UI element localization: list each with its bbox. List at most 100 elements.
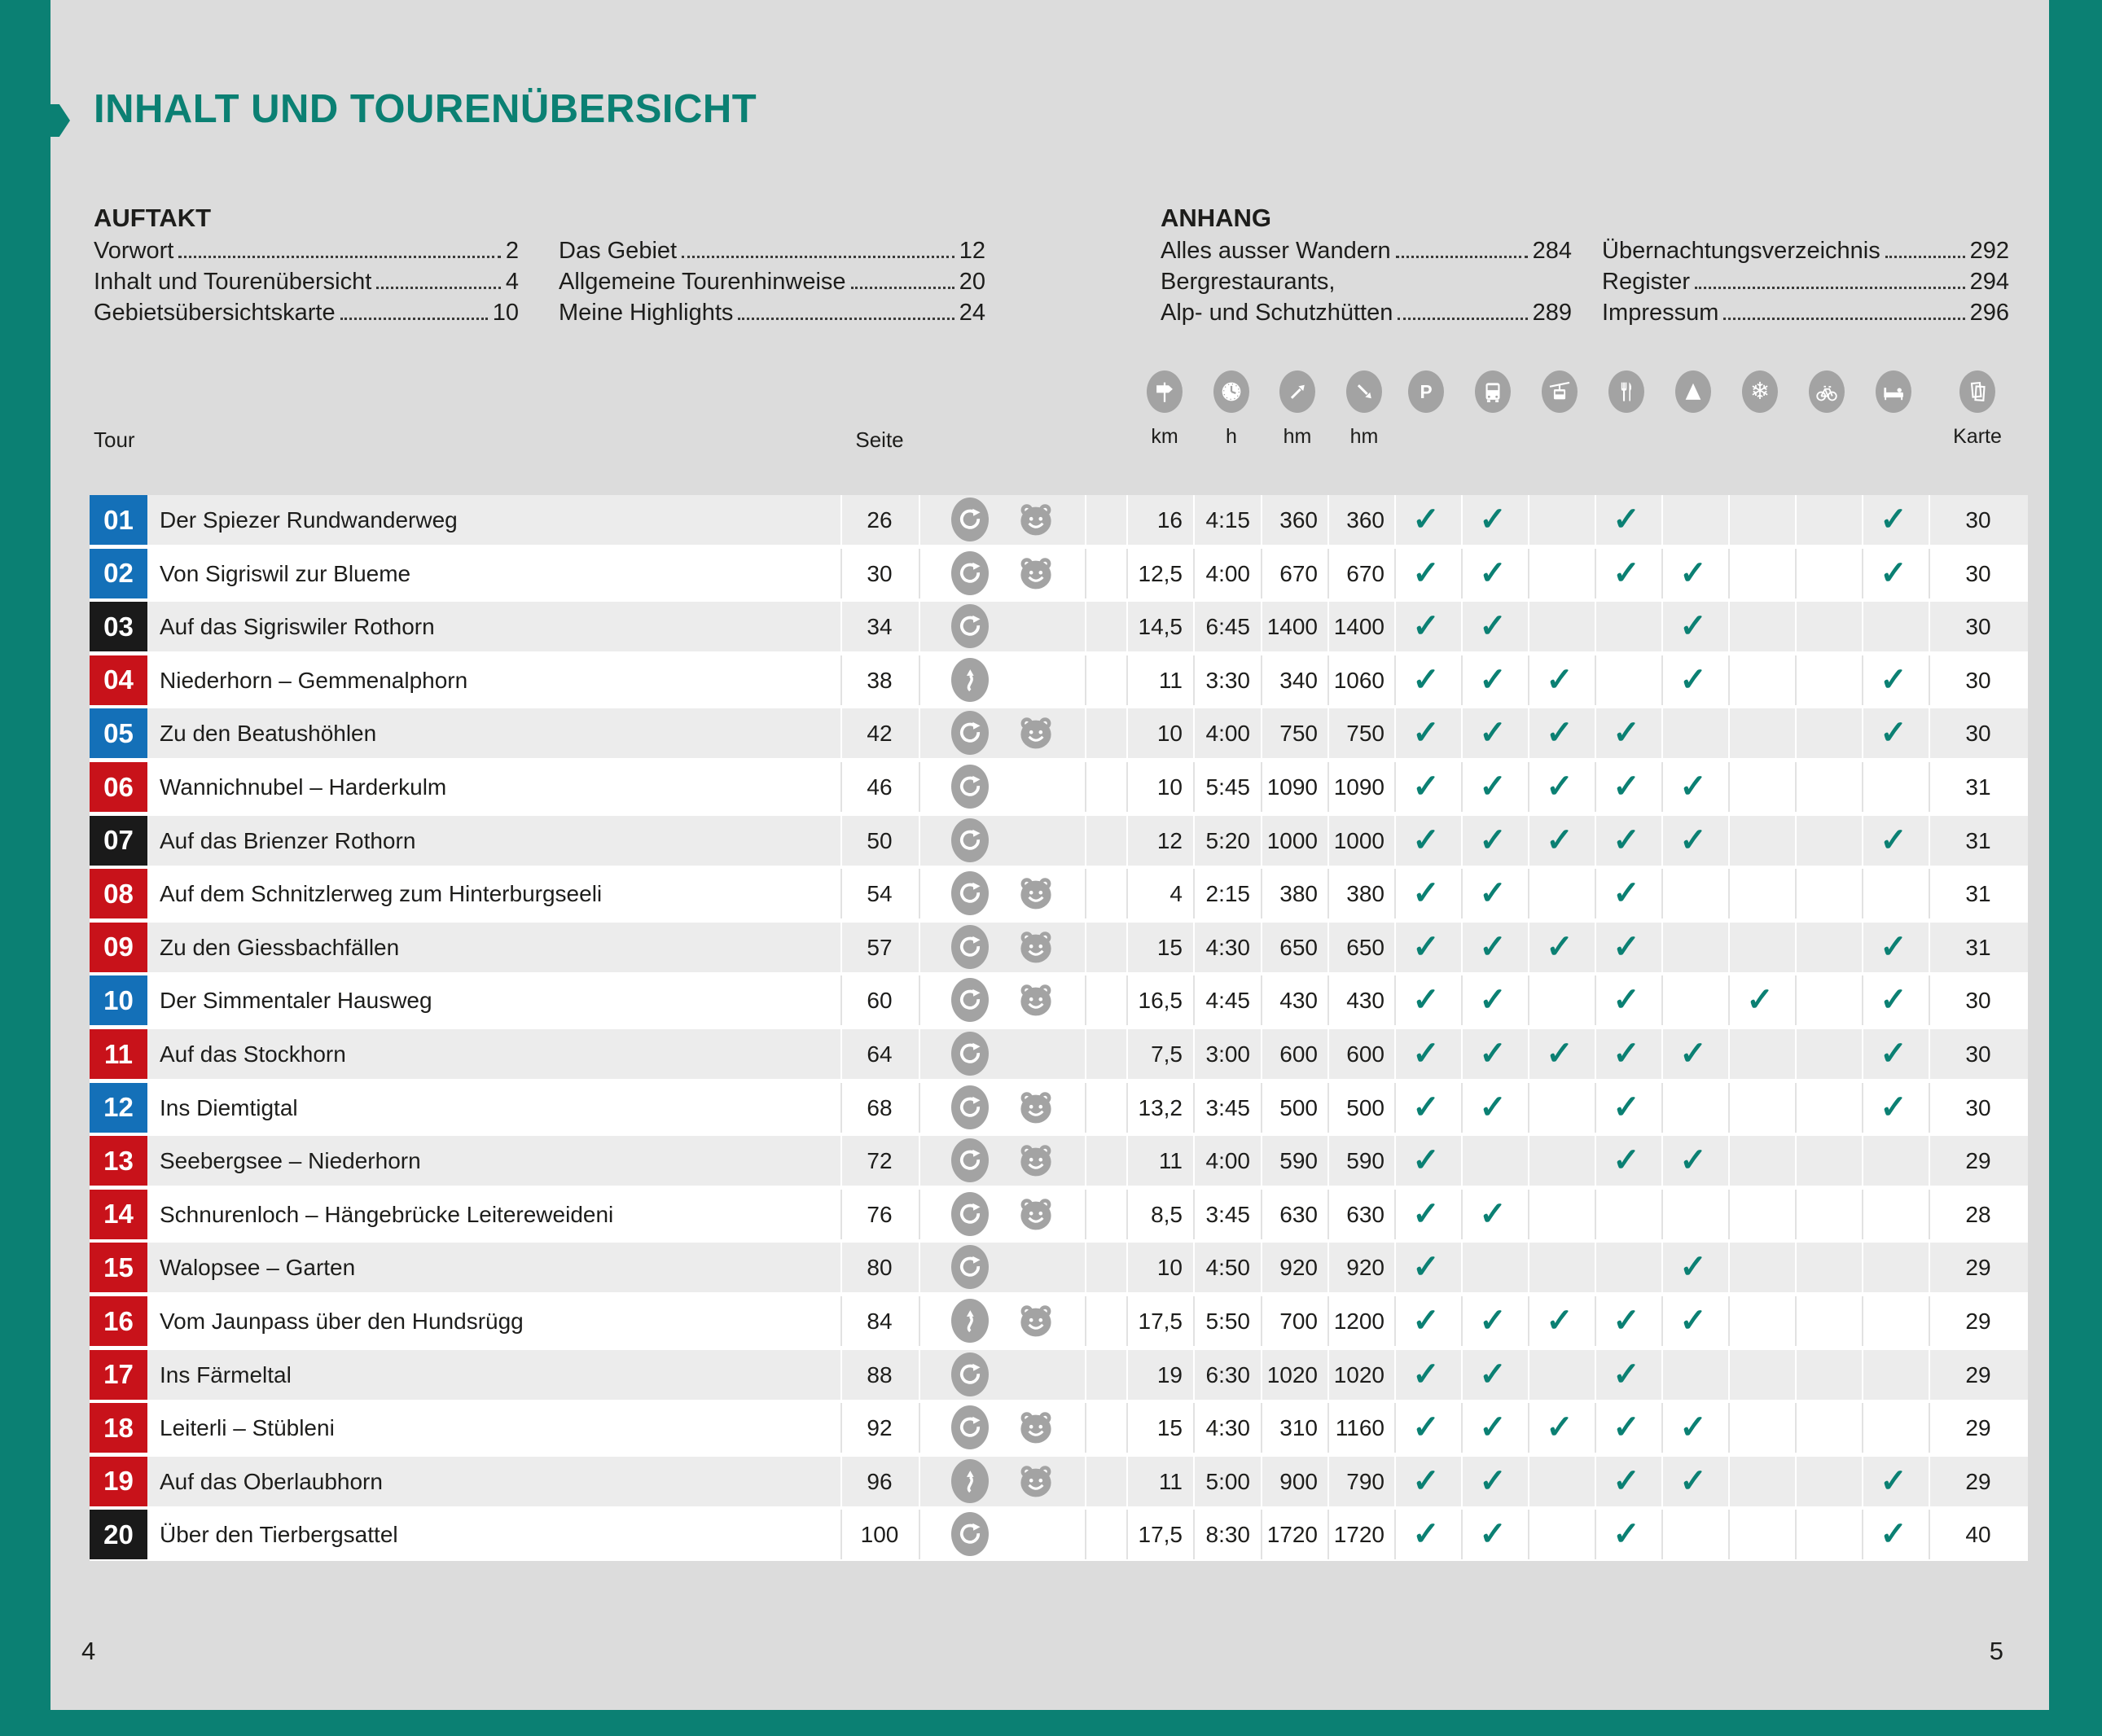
column-separator (1528, 495, 1529, 545)
check-cablecar: ✓ (1546, 1409, 1573, 1446)
route-type-slot (951, 1299, 989, 1343)
tour-number-badge: 13 (90, 1136, 147, 1186)
bike-icon (1809, 370, 1845, 413)
bottom-border-bar (0, 1710, 2102, 1736)
toc-entry: Impressum 296 (1602, 300, 2009, 331)
duration-value: 4:15 (1205, 507, 1251, 533)
tour-name: Ins Färmeltal (160, 1361, 292, 1387)
column-separator (1327, 1296, 1329, 1346)
column-separator (1085, 495, 1086, 545)
column-separator (919, 1136, 920, 1186)
check-parking: ✓ (1412, 1303, 1440, 1339)
column-separator (1929, 1349, 1930, 1400)
column-separator (1728, 1296, 1730, 1346)
duration-value: 4:00 (1205, 1148, 1251, 1174)
ascent-value: 750 (1279, 721, 1318, 747)
tour-row-11: 11 Auf das Stockhorn 64 7,5 3:00 600 600 30 ✓ ✓ ✓ ✓… (90, 1029, 2028, 1079)
restaurant-icon (1608, 370, 1644, 413)
tour-row-14: 14 Schnurenloch – Hängebrücke Leitereweid… (90, 1189, 2028, 1239)
km-value: 11 (1158, 667, 1183, 693)
km-value: 19 (1156, 1361, 1183, 1387)
descent-value: 1000 (1333, 827, 1385, 853)
duration-value: 4:30 (1205, 934, 1251, 960)
check-bed: ✓ (1880, 715, 1907, 752)
check-restaurant: ✓ (1613, 769, 1640, 804)
check-mountain: ✓ (1679, 1036, 1707, 1072)
check-bus: ✓ (1479, 1409, 1507, 1446)
route-type-slot (951, 978, 989, 1023)
column-separator (1661, 655, 1663, 705)
karte-number: 30 (1965, 1041, 1991, 1067)
duration-value: 5:45 (1205, 774, 1251, 800)
tour-row-05: 05 Zu den Beatushöhlen 42 10 4:00 750 750 30 ✓ ✓ ✓… (90, 708, 2028, 759)
column-separator (1193, 708, 1195, 759)
descent-value: 650 (1346, 934, 1385, 960)
column-separator (1193, 1349, 1195, 1400)
ascent-value: 340 (1279, 667, 1318, 693)
column-separator (1862, 548, 1863, 598)
column-separator (919, 1510, 920, 1560)
bear-icon (1016, 1088, 1057, 1129)
column-separator (1193, 1296, 1195, 1346)
column-separator (1528, 655, 1529, 705)
column-separator (1795, 869, 1797, 919)
column-separator (1193, 1189, 1195, 1239)
column-separator (1193, 1243, 1195, 1293)
check-cablecar: ✓ (1546, 1036, 1573, 1072)
check-bus: ✓ (1479, 875, 1507, 912)
column-separator (1085, 1243, 1086, 1293)
column-separator (1929, 548, 1930, 598)
toc-dotted-leader (738, 318, 954, 320)
column-separator (1595, 1136, 1596, 1186)
column-separator (1461, 1296, 1463, 1346)
toc-entry: Das Gebiet 12 (559, 238, 985, 269)
check-parking: ✓ (1412, 1089, 1440, 1125)
check-cablecar: ✓ (1546, 928, 1573, 965)
tour-row-10: 10 Der Simmentaler Hausweg 60 16,5 4:45 430 43… (90, 975, 2028, 1026)
loop-route-icon (951, 1032, 989, 1076)
check-bed: ✓ (1880, 1036, 1907, 1072)
check-bus: ✓ (1479, 769, 1507, 804)
column-separator (1261, 1136, 1262, 1186)
duration-value: 6:30 (1205, 1361, 1251, 1387)
column-separator (1862, 1296, 1863, 1346)
column-separator (1126, 495, 1128, 545)
check-bed: ✓ (1880, 822, 1907, 858)
tour-row-03: 03 Auf das Sigriswiler Rothorn 34 14,5 6:45 1… (90, 602, 2028, 652)
km-value: 12,5 (1138, 560, 1183, 586)
column-separator (1327, 1189, 1329, 1239)
column-separator (840, 655, 842, 705)
column-separator (1394, 655, 1396, 705)
tour-row-08: 08 Auf dem Schnitzlerweg zum Hinterburgse… (90, 869, 2028, 919)
km-value: 10 (1156, 1255, 1183, 1281)
column-separator (1795, 1029, 1797, 1079)
column-separator (1795, 762, 1797, 812)
tour-number-badge: 04 (90, 655, 147, 705)
check-restaurant: ✓ (1613, 1409, 1640, 1446)
column-separator (1126, 1510, 1128, 1560)
tour-row-09: 09 Zu den Giessbachfällen 57 15 4:30 650 650 31… (90, 922, 2028, 972)
duration-value: 8:30 (1205, 1522, 1251, 1548)
right-border-bar (2049, 0, 2102, 1736)
ascent-value: 900 (1279, 1468, 1318, 1494)
tour-number-badge: 08 (90, 869, 147, 919)
column-separator (1327, 1403, 1329, 1453)
route-type-slot (951, 498, 989, 541)
seite-number: 57 (867, 934, 893, 960)
tour-row-07: 07 Auf das Brienzer Rothorn 50 12 5:20 1000 10… (90, 815, 2028, 866)
descent-value: 1020 (1333, 1361, 1385, 1387)
loop-route-icon (951, 1512, 989, 1557)
auftakt-heading: AUFTAKT (94, 204, 212, 232)
toc-entry-page: 12 (959, 238, 985, 264)
column-separator (1795, 975, 1797, 1026)
column-separator (919, 1349, 920, 1400)
column-separator (1327, 1082, 1329, 1133)
column-separator (1528, 922, 1529, 972)
column-separator (1261, 655, 1262, 705)
toc-entry-page: 294 (1969, 269, 2009, 295)
column-separator (1193, 548, 1195, 598)
column-separator (1461, 1189, 1463, 1239)
tour-number-badge: 18 (90, 1403, 147, 1453)
column-separator (1795, 1136, 1797, 1186)
column-separator (1929, 708, 1930, 759)
